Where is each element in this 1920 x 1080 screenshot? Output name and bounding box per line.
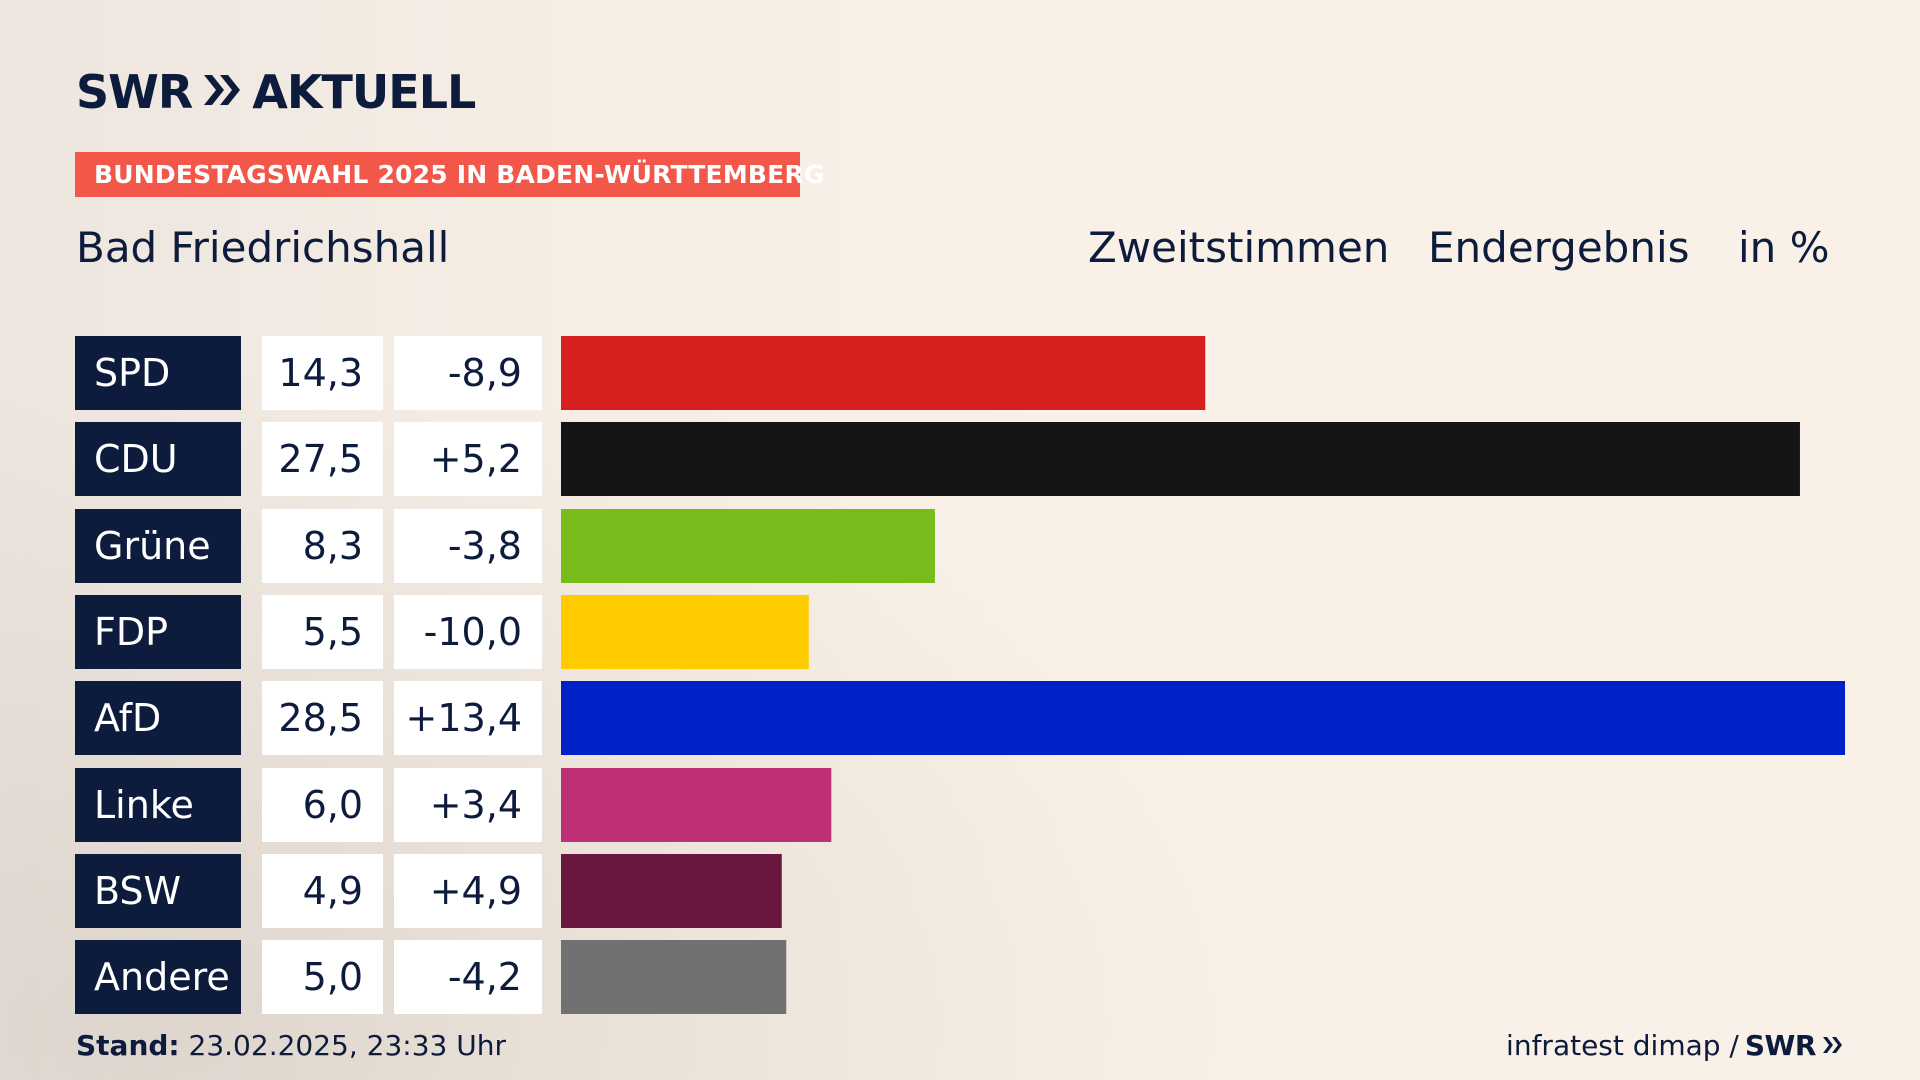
vote-share-value: 5,0	[262, 940, 383, 1014]
vote-share-value: 27,5	[262, 422, 383, 496]
swr-aktuell-logo: SWR AKTUELL	[76, 65, 476, 119]
vote-change-value: -3,8	[394, 509, 542, 583]
bar-cdu	[561, 422, 1800, 496]
party-label: SPD	[75, 336, 241, 410]
vote-share-value: 5,5	[262, 595, 383, 669]
vote-share-value: 28,5	[262, 681, 383, 755]
party-label: CDU	[75, 422, 241, 496]
vote-change-value: +13,4	[394, 681, 542, 755]
timestamp: Stand: 23.02.2025, 23:33 Uhr	[76, 1028, 506, 1064]
bar-andere	[561, 940, 787, 1014]
source-text: infratest dimap /	[1506, 1029, 1739, 1062]
party-label: BSW	[75, 854, 241, 928]
swr-small-logo: SWR	[1744, 1029, 1817, 1062]
party-label: Grüne	[75, 509, 241, 583]
vote-change-value: +5,2	[394, 422, 542, 496]
vote-change-value: -4,2	[394, 940, 542, 1014]
stand-value: 23.02.2025, 23:33 Uhr	[188, 1029, 506, 1062]
stand-label: Stand:	[76, 1029, 180, 1062]
small-double-chevron-right-icon	[1822, 1028, 1844, 1064]
vote-share-value: 4,9	[262, 854, 383, 928]
bar-grne	[561, 509, 935, 583]
election-banner: BUNDESTAGSWAHL 2025 IN BADEN-WÜRTTEMBERG	[75, 152, 824, 197]
location-title: Bad Friedrichshall	[76, 223, 450, 272]
unit-label: in %	[1738, 223, 1830, 272]
source-credit: infratest dimap / SWR	[1506, 1028, 1844, 1064]
bar-afd	[561, 681, 1845, 755]
party-label: Andere	[75, 940, 241, 1014]
vote-share-value: 6,0	[262, 768, 383, 842]
logo-swr-text: SWR	[76, 65, 193, 119]
vote-change-value: -10,0	[394, 595, 542, 669]
logo-aktuell-text: AKTUELL	[252, 65, 476, 119]
party-label: FDP	[75, 595, 241, 669]
vote-share-value: 8,3	[262, 509, 383, 583]
double-chevron-right-icon	[202, 73, 242, 111]
bar-bsw	[561, 854, 782, 928]
party-label: Linke	[75, 768, 241, 842]
bar-linke	[561, 768, 832, 842]
party-label: AfD	[75, 681, 241, 755]
bar-fdp	[561, 595, 809, 669]
vote-change-value: +4,9	[394, 854, 542, 928]
vote-change-value: +3,4	[394, 768, 542, 842]
result-type-label: Endergebnis	[1428, 223, 1690, 272]
vote-type-label: Zweitstimmen	[1088, 223, 1390, 272]
bar-spd	[561, 336, 1206, 410]
vote-change-value: -8,9	[394, 336, 542, 410]
vote-share-value: 14,3	[262, 336, 383, 410]
